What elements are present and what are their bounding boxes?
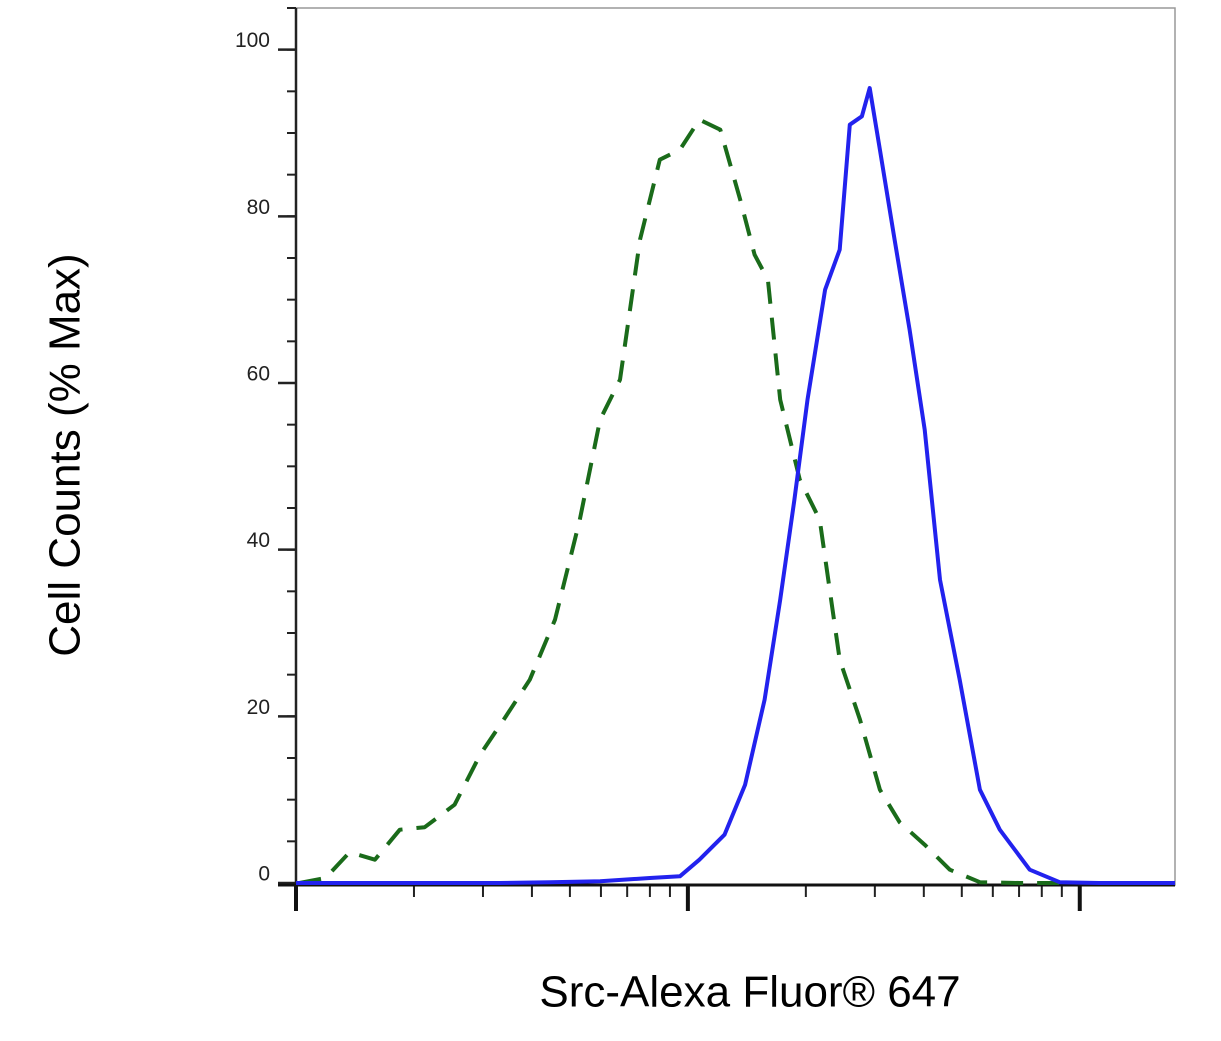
y-tick-label: 60 bbox=[247, 363, 270, 386]
y-tick-label: 0 bbox=[258, 863, 270, 886]
y-tick-label: 100 bbox=[235, 29, 270, 52]
y-tick-label: 40 bbox=[247, 529, 270, 552]
series-line bbox=[296, 86, 1175, 885]
y-tick-label: 20 bbox=[247, 696, 270, 719]
series-line bbox=[299, 117, 1060, 885]
y-axis-label: Cell Counts (% Max) bbox=[41, 253, 90, 656]
x-axis-label: Src-Alexa Fluor® 647 bbox=[539, 968, 960, 1017]
y-tick-label: 80 bbox=[247, 196, 270, 219]
plot-frame bbox=[295, 7, 1176, 886]
